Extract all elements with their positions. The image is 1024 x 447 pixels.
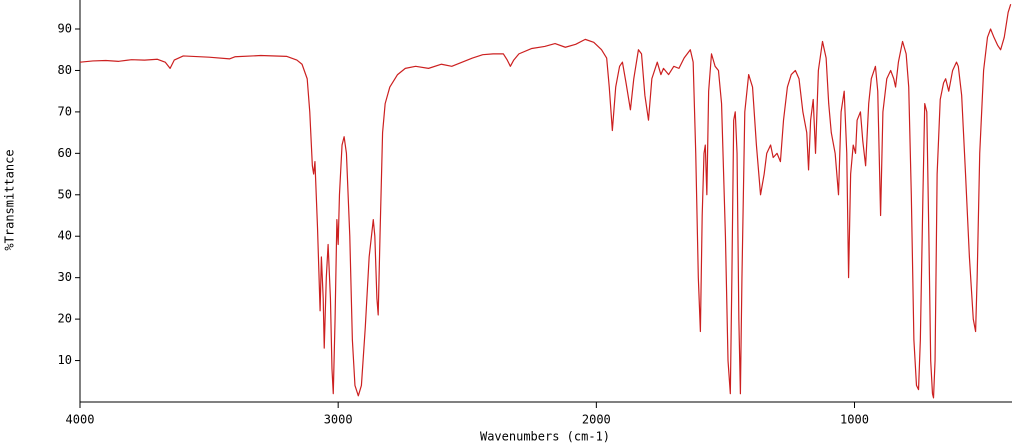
x-tick-label: 1000	[840, 413, 869, 427]
y-tick-label: 40	[58, 229, 72, 243]
x-tick-label: 2000	[582, 413, 611, 427]
x-tick-label: 4000	[66, 413, 95, 427]
x-axis-label: Wavenumbers (cm-1)	[480, 430, 610, 444]
y-tick-label: 90	[58, 22, 72, 36]
y-tick-label: 20	[58, 312, 72, 326]
y-tick-label: 10	[58, 353, 72, 367]
y-tick-label: 30	[58, 270, 72, 284]
y-axis-label: %Transmittance	[3, 149, 17, 250]
y-tick-label: 80	[58, 63, 72, 77]
spectrum-line	[79, 3, 1012, 399]
y-tick-label: 70	[58, 104, 72, 118]
x-tick-label: 3000	[324, 413, 353, 427]
y-tick-label: 50	[58, 187, 72, 201]
y-tick-label: 60	[58, 146, 72, 160]
